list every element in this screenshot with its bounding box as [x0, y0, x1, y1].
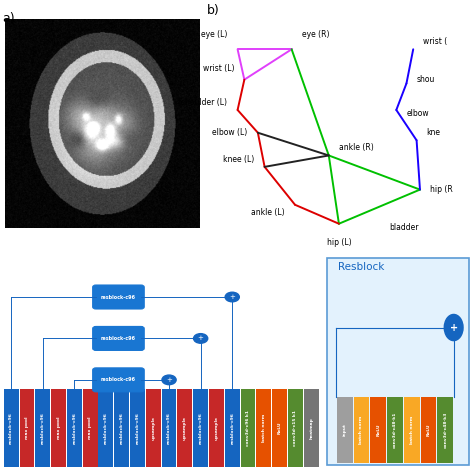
Text: resblock-c96: resblock-c96: [101, 294, 136, 300]
Text: conv3d-c48-k3: conv3d-c48-k3: [443, 412, 447, 448]
Text: b): b): [207, 4, 220, 17]
Text: wrist (: wrist (: [423, 37, 447, 46]
Text: max pool: max pool: [88, 417, 92, 439]
FancyBboxPatch shape: [354, 397, 369, 463]
Circle shape: [444, 314, 463, 341]
Text: resblock-c96: resblock-c96: [101, 377, 136, 383]
Text: resblock-c96: resblock-c96: [9, 412, 13, 444]
Text: resblock-c96: resblock-c96: [199, 412, 203, 444]
Text: resblock-c96: resblock-c96: [230, 412, 234, 444]
Text: hip (R: hip (R: [430, 185, 453, 194]
FancyBboxPatch shape: [92, 368, 144, 392]
Text: batch norm: batch norm: [410, 416, 414, 444]
Text: resblock-c96: resblock-c96: [101, 336, 136, 341]
Text: input: input: [343, 424, 346, 437]
FancyBboxPatch shape: [51, 389, 66, 467]
Text: ReLU: ReLU: [376, 424, 380, 436]
FancyBboxPatch shape: [19, 389, 34, 467]
Text: batch norm: batch norm: [262, 414, 266, 442]
Circle shape: [193, 334, 208, 343]
Text: resblock-c96: resblock-c96: [41, 412, 45, 444]
Text: a): a): [2, 12, 15, 25]
FancyBboxPatch shape: [99, 389, 113, 467]
FancyBboxPatch shape: [288, 389, 303, 467]
FancyBboxPatch shape: [93, 327, 144, 350]
Text: conv3d-c15 k1: conv3d-c15 k1: [293, 410, 297, 446]
FancyBboxPatch shape: [438, 397, 453, 463]
Text: upsample: upsample: [214, 416, 219, 440]
Text: resblock-c96: resblock-c96: [73, 412, 76, 444]
FancyBboxPatch shape: [256, 389, 271, 467]
FancyBboxPatch shape: [162, 389, 176, 467]
Text: upsample: upsample: [183, 416, 187, 440]
FancyBboxPatch shape: [420, 397, 437, 463]
Text: batch norm: batch norm: [359, 416, 364, 444]
Text: resblock-c96: resblock-c96: [136, 412, 139, 444]
Text: bladder: bladder: [390, 223, 419, 232]
FancyBboxPatch shape: [114, 389, 129, 467]
Text: kne: kne: [427, 128, 441, 137]
Text: ReLU: ReLU: [427, 424, 430, 436]
Text: +: +: [450, 322, 458, 333]
Text: +: +: [166, 377, 172, 383]
FancyBboxPatch shape: [337, 397, 353, 463]
Text: hip (L): hip (L): [327, 238, 351, 247]
FancyBboxPatch shape: [387, 397, 403, 463]
Text: ReLU: ReLU: [278, 421, 282, 434]
Text: +: +: [198, 336, 203, 341]
Circle shape: [225, 292, 239, 302]
Text: Resblock: Resblock: [338, 262, 384, 272]
Text: ankle (L): ankle (L): [251, 208, 285, 217]
Text: max pool: max pool: [56, 417, 61, 439]
FancyBboxPatch shape: [67, 389, 82, 467]
FancyBboxPatch shape: [130, 389, 145, 467]
Text: ankle (R): ankle (R): [339, 144, 374, 152]
FancyBboxPatch shape: [209, 389, 224, 467]
FancyBboxPatch shape: [370, 397, 386, 463]
Text: elbow: elbow: [406, 109, 429, 118]
FancyBboxPatch shape: [241, 389, 255, 467]
FancyBboxPatch shape: [304, 389, 319, 467]
FancyBboxPatch shape: [404, 397, 419, 463]
FancyBboxPatch shape: [35, 389, 50, 467]
Text: wrist (L): wrist (L): [203, 64, 234, 73]
Text: conv3d-c96 k1: conv3d-c96 k1: [246, 410, 250, 446]
FancyBboxPatch shape: [272, 389, 287, 467]
Text: shoulder (L): shoulder (L): [182, 98, 228, 107]
Text: max pool: max pool: [25, 417, 29, 439]
Circle shape: [162, 375, 176, 385]
Text: elbow (L): elbow (L): [212, 128, 248, 137]
FancyBboxPatch shape: [82, 389, 98, 467]
FancyBboxPatch shape: [146, 389, 161, 467]
Text: eye (L): eye (L): [201, 30, 228, 38]
Text: upsample: upsample: [151, 416, 155, 440]
Text: resblock-c96: resblock-c96: [104, 412, 108, 444]
Text: +: +: [229, 294, 235, 300]
FancyBboxPatch shape: [92, 285, 144, 309]
Text: resblock-c96: resblock-c96: [119, 412, 124, 444]
FancyBboxPatch shape: [4, 389, 18, 467]
Text: eye (R): eye (R): [302, 30, 329, 38]
FancyBboxPatch shape: [327, 258, 469, 465]
FancyBboxPatch shape: [193, 389, 208, 467]
Text: shou: shou: [417, 75, 435, 84]
FancyBboxPatch shape: [177, 389, 192, 467]
FancyBboxPatch shape: [225, 389, 240, 467]
Text: knee (L): knee (L): [223, 155, 255, 164]
Text: heatmap: heatmap: [309, 417, 313, 439]
Text: conv3d-c48-k1: conv3d-c48-k1: [393, 412, 397, 448]
Text: resblock-c96: resblock-c96: [167, 412, 171, 444]
